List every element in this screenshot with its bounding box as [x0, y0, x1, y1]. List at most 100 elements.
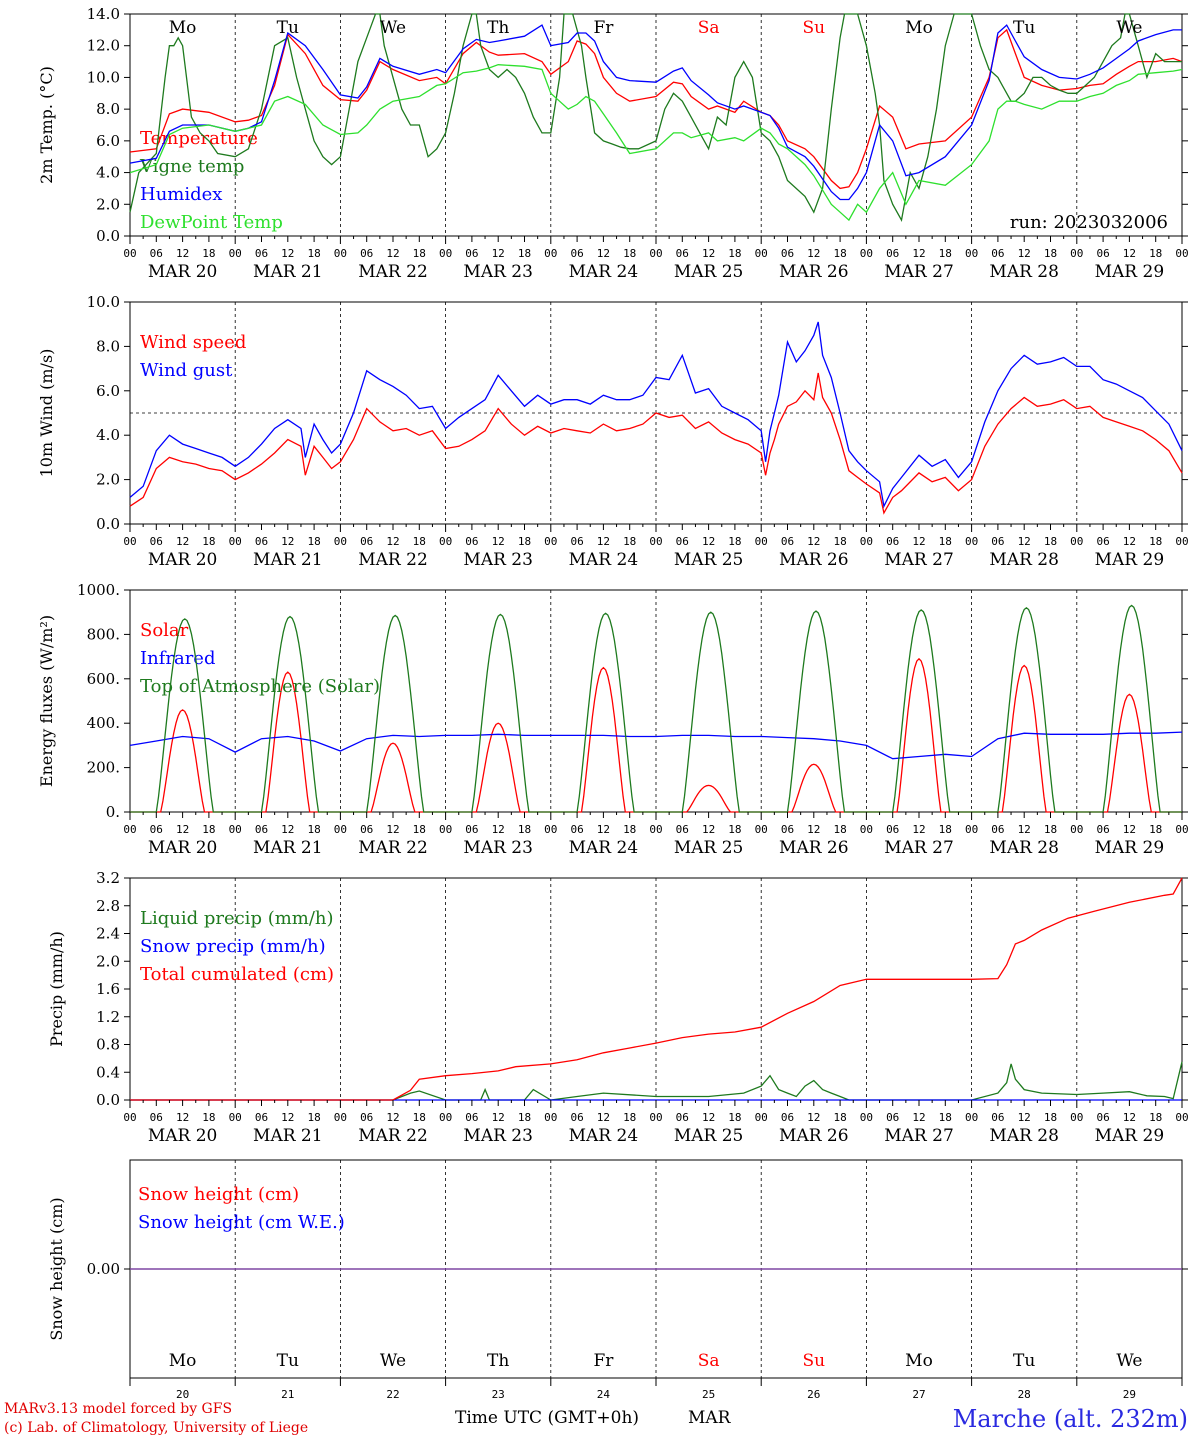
hour-tick-label: 12: [1018, 535, 1031, 548]
series-line-humidex: [129, 24, 1182, 201]
date-label: MAR 25: [674, 838, 744, 858]
date-label: MAR 23: [463, 550, 533, 570]
hour-tick-label: 18: [728, 535, 741, 548]
hour-tick-label: 00: [1175, 1111, 1188, 1124]
date-label: MAR 22: [358, 550, 428, 570]
hour-tick-label: 00: [755, 1111, 768, 1124]
hour-tick-label: 00: [860, 535, 873, 548]
hour-tick-label: 06: [781, 1111, 794, 1124]
hour-tick-label: 18: [623, 535, 636, 548]
hour-tick-label: 06: [1096, 823, 1109, 836]
hour-tick-label: 18: [728, 823, 741, 836]
credit-line-1: MARv3.13 model forced by GFS: [4, 1401, 232, 1417]
weekday-label: We: [380, 18, 406, 38]
y-tick-label: 0.0: [96, 1091, 120, 1109]
y-tick-label: 8.0: [96, 100, 120, 118]
day-number-label: 28: [1018, 1388, 1031, 1401]
date-label: MAR 21: [253, 262, 323, 282]
weekday-label: We: [1116, 18, 1142, 38]
panel-snow: 0.00 Snow height (cm) Snow height (cm) Snow…: [47, 1159, 1188, 1401]
day-number-label: 24: [597, 1388, 611, 1401]
hour-tick-label: 06: [676, 1111, 689, 1124]
date-label: MAR 24: [569, 262, 639, 282]
legend-entry: Total cumulated (cm): [140, 964, 334, 985]
hour-tick-label: 00: [439, 247, 452, 260]
hour-tick-label: 06: [1096, 1111, 1109, 1124]
date-label: MAR 24: [569, 550, 639, 570]
hour-tick-label: 06: [781, 247, 794, 260]
hour-tick-label: 18: [1149, 1111, 1162, 1124]
series-line-liquid-precip-mm-h-: [130, 1061, 1183, 1101]
hour-tick-label: 18: [1044, 823, 1057, 836]
hour-tick-label: 06: [886, 535, 899, 548]
legend-entry: Liquid precip (mm/h): [140, 908, 334, 929]
hour-tick-label: 18: [833, 535, 846, 548]
day-number-label: 29: [1123, 1388, 1136, 1401]
y-axis-label: 10m Wind (m/s): [37, 349, 56, 478]
legend-entry: Snow precip (mm/h): [140, 936, 326, 957]
weekday-label: Tu: [1013, 1351, 1035, 1371]
hour-tick-label: 06: [570, 247, 583, 260]
panel-precip: 0.0 0.4 0.8 1.2 1.6 2.0 2.4 2.8 3.2 Precip (mm/h)…: [47, 869, 1189, 1146]
day-number-label: 26: [807, 1388, 820, 1401]
hour-tick-label: 12: [807, 1111, 820, 1124]
hour-tick-label: 12: [176, 535, 189, 548]
hour-tick-label: 18: [939, 1111, 952, 1124]
day-number-label: 25: [702, 1388, 715, 1401]
weekday-label: Su: [802, 1351, 825, 1371]
weekday-label: We: [380, 1351, 406, 1371]
weekday-label: Mo: [905, 1351, 933, 1371]
date-label: MAR 26: [779, 550, 849, 570]
y-tick-label: 2.8: [96, 897, 120, 915]
hour-tick-label: 12: [702, 247, 715, 260]
y-tick-label: 0.8: [96, 1036, 120, 1054]
date-label: MAR 25: [674, 262, 744, 282]
day-number-label: 27: [912, 1388, 925, 1401]
date-label: MAR 26: [779, 1126, 849, 1146]
y-axis-label: Precip (mm/h): [47, 931, 66, 1047]
date-label: MAR 29: [1095, 262, 1165, 282]
y-tick-label: 4.0: [96, 164, 120, 182]
hour-tick-label: 06: [360, 1111, 373, 1124]
hour-tick-label: 12: [597, 823, 610, 836]
legend-entry: Top of Atmosphere (Solar): [140, 676, 380, 697]
hour-tick-label: 00: [755, 247, 768, 260]
hour-tick-label: 06: [886, 247, 899, 260]
date-label: MAR 21: [253, 838, 323, 858]
series-line-top-of-atmosphere-solar-: [130, 604, 1182, 813]
date-label: MAR 27: [884, 262, 954, 282]
hour-tick-label: 00: [544, 535, 557, 548]
hour-tick-label: 00: [439, 823, 452, 836]
hour-tick-label: 06: [570, 535, 583, 548]
hour-tick-label: 18: [307, 1111, 320, 1124]
hour-tick-label: 00: [755, 823, 768, 836]
hour-tick-label: 00: [123, 535, 136, 548]
hour-tick-label: 18: [413, 535, 426, 548]
hour-tick-label: 12: [281, 1111, 294, 1124]
y-axis-label: Snow height (cm): [47, 1197, 66, 1340]
date-label: MAR 22: [358, 1126, 428, 1146]
hour-tick-label: 12: [386, 1111, 399, 1124]
hour-tick-label: 18: [518, 1111, 531, 1124]
hour-tick-label: 00: [860, 247, 873, 260]
hour-tick-label: 00: [123, 823, 136, 836]
run-label: run: 2023032006: [1010, 212, 1168, 233]
legend-entry: Solar: [140, 620, 189, 641]
y-tick-label: 14.0: [87, 5, 120, 23]
hour-tick-label: 18: [307, 823, 320, 836]
date-label: MAR 27: [884, 550, 954, 570]
hour-tick-label: 12: [281, 535, 294, 548]
date-label: MAR 24: [569, 838, 639, 858]
date-label: MAR 25: [674, 1126, 744, 1146]
hour-tick-label: 00: [965, 247, 978, 260]
hour-tick-label: 06: [150, 823, 163, 836]
day-number-label: 21: [281, 1388, 294, 1401]
hour-tick-label: 06: [465, 823, 478, 836]
hour-tick-label: 00: [755, 535, 768, 548]
y-tick-label: 200.: [87, 759, 120, 777]
hour-tick-label: 06: [255, 823, 268, 836]
y-tick-label: 2.0: [96, 471, 120, 489]
hour-tick-label: 06: [360, 247, 373, 260]
y-tick-label: 0.: [106, 803, 120, 821]
hour-tick-label: 12: [492, 1111, 505, 1124]
